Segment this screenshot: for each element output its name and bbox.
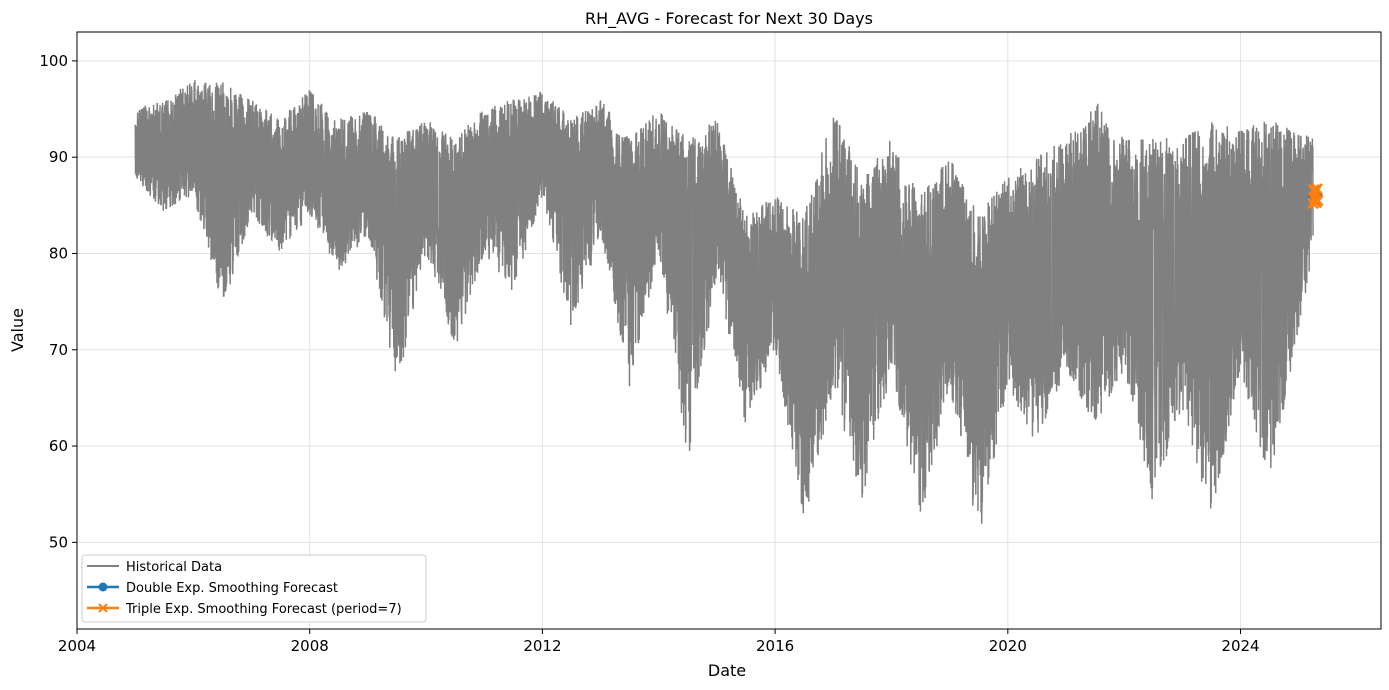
legend-marker-double (98, 582, 108, 592)
x-axis-label: Date (708, 661, 746, 680)
y-tick-label: 100 (39, 52, 68, 70)
y-axis-label: Value (8, 308, 27, 352)
x-axis: 2004 2008 2012 2016 2020 2024 (58, 629, 1260, 655)
y-tick-label: 90 (49, 148, 68, 166)
legend-label-double: Double Exp. Smoothing Forecast (126, 581, 338, 596)
y-tick-label: 50 (49, 533, 68, 551)
triple-exp-forecast-point (1311, 194, 1324, 207)
plot-frame (76, 31, 1382, 630)
y-tick-label: 80 (49, 244, 68, 262)
legend-label-triple: Triple Exp. Smoothing Forecast (period=7… (125, 602, 402, 617)
x-tick-label: 2008 (291, 637, 329, 655)
x-tick-label: 2004 (58, 637, 96, 655)
historical-data-line (134, 80, 1314, 524)
y-tick-label: 60 (49, 437, 68, 455)
legend-box (81, 554, 427, 623)
y-tick-label: 70 (49, 341, 68, 359)
y-axis: 50 60 70 80 90 100 (39, 52, 77, 551)
legend: Historical Data Double Exp. Smoothing Fo… (81, 554, 427, 623)
x-tick-label: 2016 (756, 637, 794, 655)
chart-title: RH_AVG - Forecast for Next 30 Days (585, 9, 873, 29)
series-layer (134, 80, 1324, 524)
legend-label-historical: Historical Data (126, 560, 222, 575)
triple-exp-forecast-point (1311, 183, 1323, 195)
legend-marker-triple (98, 603, 108, 613)
x-tick-label: 2020 (989, 637, 1027, 655)
x-tick-label: 2012 (523, 637, 561, 655)
x-tick-label: 2024 (1221, 637, 1259, 655)
